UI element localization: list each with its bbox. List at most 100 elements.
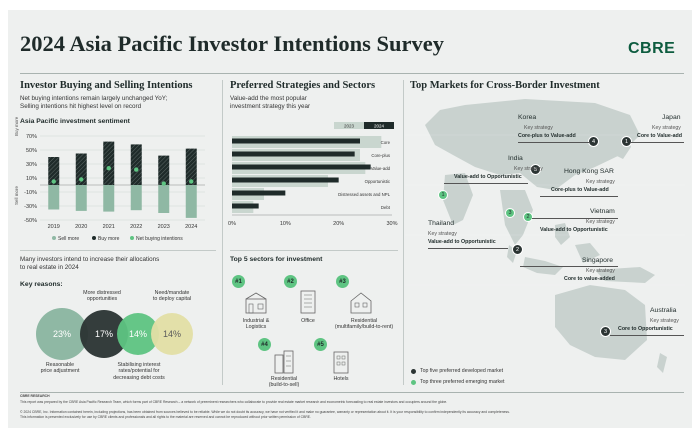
net-buying-dot (79, 177, 84, 182)
map-pin-australia: 3 (600, 326, 611, 337)
reason-label-line: More distressed (83, 290, 121, 296)
reason-label-3: Stabilising interest rates/potential for… (106, 362, 172, 381)
map-pin-vietnam: 2 (523, 212, 533, 222)
sell-more-bar (48, 185, 60, 210)
sector-rank-3: #3 (336, 275, 349, 288)
buy-more-bar (48, 157, 60, 185)
buying-selling-title: Investor Buying and Selling Intentions (20, 80, 193, 91)
x-tick-label: 2024 (185, 224, 197, 230)
market-keystrategy-korea: Key strategy (524, 125, 553, 131)
column-divider-2 (403, 80, 404, 385)
footer-line-1: This report was prepared by the CBRE Asi… (20, 400, 448, 404)
y-tick-label: 10% (26, 176, 37, 182)
reason-label-1: Reasonable price adjustment (30, 362, 90, 375)
x-tick-label: 30% (386, 221, 397, 227)
reason-label-2: More distressed opportunities (72, 290, 132, 303)
market-strategy-vietnam: Value-add to Opportunistic (540, 227, 608, 233)
infographic-frame (8, 10, 692, 428)
strategy-chart: 2023 2024 Core Core-plus Value-add Opportunis… (228, 122, 398, 227)
market-keystrategy-india: Key strategy (514, 166, 543, 172)
market-strategy-india: Value-add to Opportunistic (454, 174, 522, 180)
market-strategy-hong-kong: Core-plus to Value-add (551, 187, 609, 193)
reason-label-line: decreasing debt costs (113, 374, 165, 381)
column-divider-1 (222, 80, 223, 385)
reason-label-4: Need/mandate to deploy capital (142, 290, 202, 303)
sector-label-line: (multifamily/build-to-rent) (334, 324, 394, 331)
header-divider (20, 73, 684, 74)
legend-emerging-label: Top three preferred emerging market (420, 379, 505, 385)
strategies-title: Preferred Strategies and Sectors (230, 80, 376, 91)
bar-2024 (232, 164, 371, 170)
market-name-japan: Japan (662, 114, 681, 121)
market-strategy-korea: Core-plus to Value-add (518, 133, 576, 139)
market-keystrategy-thailand: Key strategy (428, 231, 457, 237)
x-tick-label: 2020 (75, 224, 87, 230)
sector-label-line: Residential (270, 376, 298, 382)
sell-more-bar (158, 185, 170, 213)
asia-pacific-map (405, 99, 685, 373)
market-name-thailand: Thailand (428, 220, 455, 227)
market-strategy-australia: Core to Opportunistic (618, 326, 673, 332)
net-buying-dot (106, 166, 111, 171)
leader-line (520, 266, 618, 267)
markets-title: Top Markets for Cross-Border Investment (410, 80, 600, 91)
x-tick-label: 2022 (130, 224, 142, 230)
legend-2024-swatch (364, 122, 394, 129)
leader-line (610, 335, 684, 336)
market-keystrategy-japan: Key strategy (652, 125, 681, 131)
sector-rank-1: #1 (232, 275, 245, 288)
leader-line (630, 142, 684, 143)
market-strategy-japan: Core to Value-add (637, 133, 683, 139)
buy-more-bar (103, 141, 115, 185)
y-tick-label: -50% (24, 218, 37, 224)
legend-2024-label: 2024 (374, 124, 385, 129)
sector-label-line: Office (301, 318, 315, 324)
reason-label-line: Reasonable (45, 362, 75, 368)
y-tick-label: 50% (26, 148, 37, 154)
map-pin-hong-kong: 5 (530, 164, 541, 175)
x-tick-label: 0% (228, 221, 236, 227)
bar-2024 (232, 177, 339, 183)
leader-line (532, 218, 618, 219)
reason-label-line: Stabilising interest (117, 362, 161, 368)
market-strategy-thailand: Value-add to Opportunistic (428, 239, 496, 245)
market-name-korea: Korea (518, 114, 537, 121)
key-reasons-label: Key reasons: (20, 281, 63, 288)
bar-2024 (232, 151, 355, 157)
market-keystrategy-vietnam: Key strategy (586, 219, 615, 225)
legend-label: Net buying intentions (136, 236, 183, 242)
market-name-singapore: Singapore (582, 257, 613, 264)
apartment-icon (350, 292, 372, 314)
sector-label-2: Office (278, 318, 338, 324)
market-keystrategy-singapore: Key strategy (586, 268, 615, 274)
axis-sell-more: Sell more (14, 185, 19, 205)
leader-line (444, 183, 528, 184)
map-pin-india: 1 (438, 190, 448, 200)
footer-source: CBRE RESEARCH (20, 394, 50, 398)
x-tick-label: 2023 (158, 224, 170, 230)
sell-more-bar (185, 185, 197, 218)
reason-circle-1: 23% (36, 308, 88, 360)
bar-2024 (232, 138, 360, 144)
sell-more-bar (103, 185, 115, 212)
market-strategy-singapore: Core to value-added (564, 276, 615, 282)
bar-2024 (232, 203, 259, 209)
allocation-line: to real estate in 2024 (20, 263, 79, 271)
x-tick-label: 2019 (48, 224, 60, 230)
legend-emerging-dot (411, 380, 416, 385)
map-pin-korea: 4 (588, 136, 599, 147)
reason-label-line: rates/potential for (118, 368, 160, 375)
market-name-hong-kong: Hong Kong SAR (564, 168, 614, 175)
buy-more-bar (158, 155, 170, 185)
sell-more-bar (75, 185, 87, 211)
leader-line (428, 248, 508, 249)
market-name-india: India (508, 155, 523, 162)
subtitle-line: investment strategy this year (230, 102, 311, 110)
market-name-australia: Australia (650, 307, 677, 314)
sector-label-line: (build-to-sell) (268, 382, 300, 389)
net-buying-dot (189, 179, 194, 184)
allocation-line: Many investors intend to increase their … (20, 256, 160, 263)
legend-developed-label: Top five preferred developed market (420, 368, 504, 374)
net-buying-dot (134, 167, 139, 172)
buying-selling-subtitle: Net buying intentions remain largely unc… (20, 95, 220, 110)
